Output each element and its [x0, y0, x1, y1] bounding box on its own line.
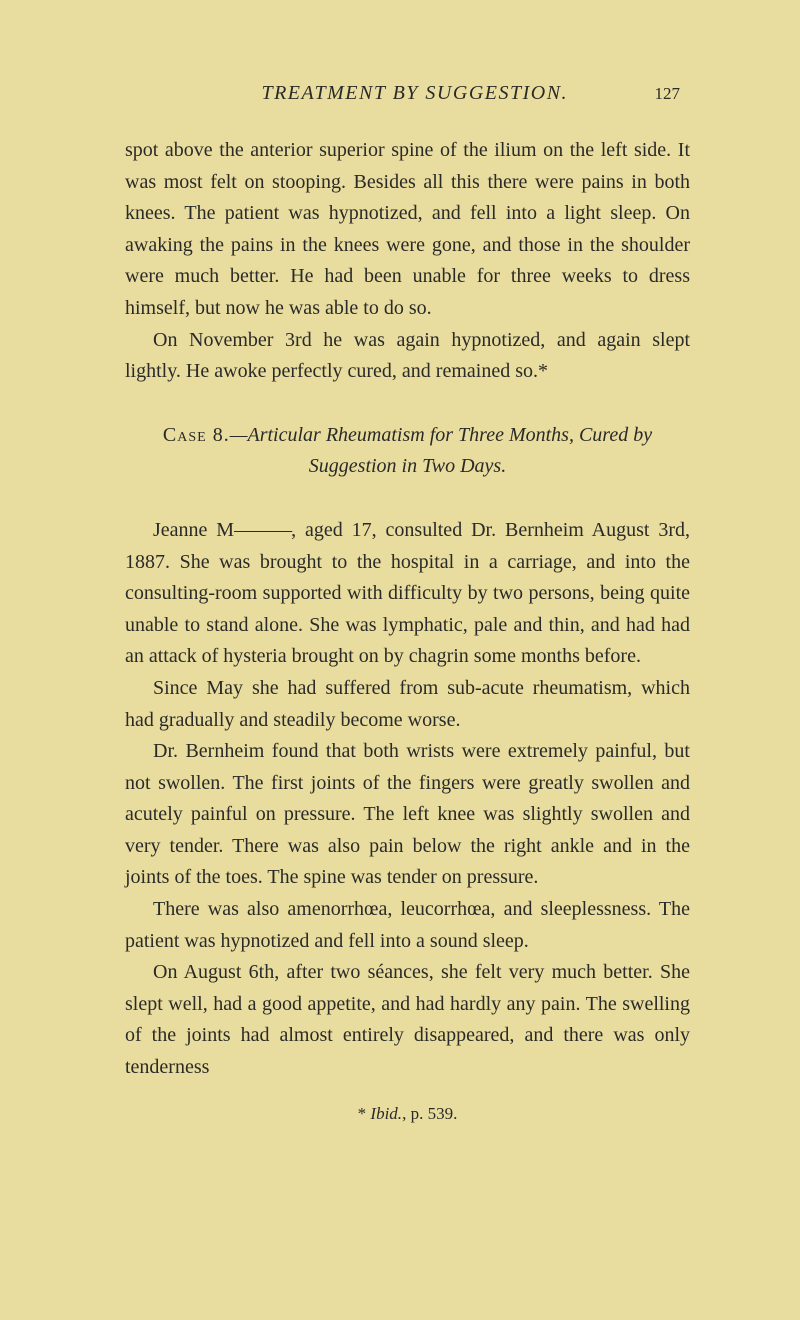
- case-label: Case 8.: [163, 424, 230, 446]
- text-fragment: , aged 17, consulted Dr. Bernheim August…: [125, 519, 690, 667]
- body-paragraph: Jeanne M———, aged 17, consulted Dr. Bern…: [125, 515, 690, 673]
- case-title: —Articular Rheumatism for Three Months, …: [230, 424, 652, 478]
- footnote: * Ibid., p. 539.: [125, 1104, 690, 1124]
- footnote-text: , p. 539.: [402, 1104, 457, 1123]
- case-heading: Case 8.—Articular Rheumatism for Three M…: [125, 420, 690, 483]
- body-paragraph: Dr. Bernheim found that both wrists were…: [125, 736, 690, 894]
- body-paragraph: On August 6th, after two séances, she fe…: [125, 957, 690, 1083]
- name-dash: ———: [234, 519, 291, 541]
- text-fragment: Jeanne M: [153, 519, 234, 541]
- running-title: TREATMENT BY SUGGESTION.: [175, 82, 655, 105]
- body-paragraph: Since May she had suffered from sub-acut…: [125, 673, 690, 736]
- page-number: 127: [655, 84, 681, 104]
- page-header: TREATMENT BY SUGGESTION. 127: [125, 82, 690, 105]
- body-paragraph: On November 3rd he was again hypnotized,…: [125, 325, 690, 388]
- body-paragraph: spot above the anterior superior spine o…: [125, 135, 690, 325]
- body-paragraph: There was also amenorrhœa, leucorrhœa, a…: [125, 894, 690, 957]
- footnote-reference: Ibid.: [370, 1104, 402, 1123]
- page-container: TREATMENT BY SUGGESTION. 127 spot above …: [0, 0, 800, 1184]
- footnote-marker: *: [358, 1104, 371, 1123]
